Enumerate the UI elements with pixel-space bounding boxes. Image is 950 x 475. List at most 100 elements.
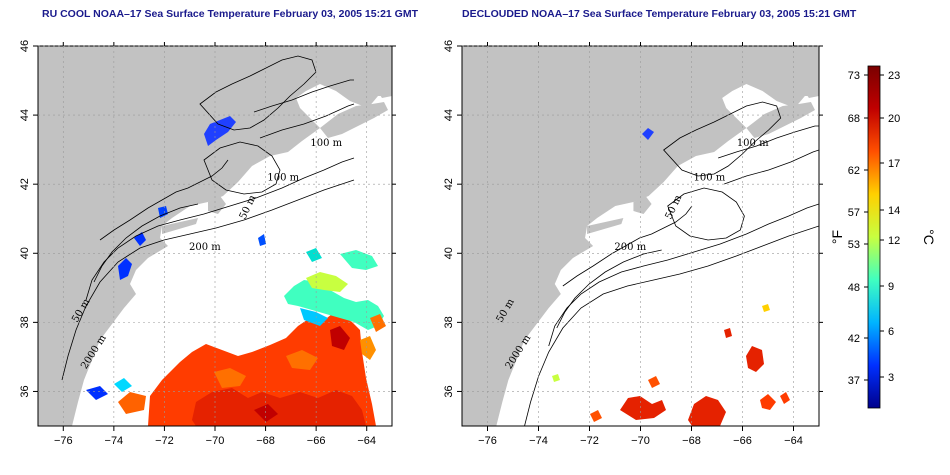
cbar-c-tick-label: 20 <box>888 113 900 125</box>
x-tick-label: −72 <box>155 435 174 447</box>
declouded-patch-8 <box>590 410 602 422</box>
cbar-f-tick-label: 57 <box>848 207 860 219</box>
colorbar-celsius-ticks: 23 20 17 14 12 9 6 3 <box>880 70 900 384</box>
y-tick-label: 38 <box>443 316 455 328</box>
right-map-land <box>462 46 819 426</box>
contour-label: 100 m <box>737 138 769 149</box>
contour-2000m <box>61 179 355 381</box>
left-sst-data <box>86 116 386 426</box>
left-map-land <box>38 46 392 426</box>
x-tick-label: −74 <box>105 435 124 447</box>
left-panel-title: RU COOL NOAA–17 Sea Surface Temperature … <box>42 8 419 20</box>
x-tick-label: −68 <box>256 435 275 447</box>
x-tick-label: −70 <box>631 435 650 447</box>
colorbar-fahrenheit-ticks: 73 68 62 57 53 48 42 37 <box>848 70 868 387</box>
right-map: −76 −74 −72 −70 −68 −66 −64 36 38 40 42 44 46 100 m 1… <box>443 40 823 447</box>
scotian-shelf-contour <box>718 125 819 159</box>
contour-2000m <box>524 225 819 426</box>
cbar-f-tick-label: 73 <box>848 70 860 82</box>
y-tick-label: 46 <box>19 40 31 52</box>
declouded-patch-yellow <box>552 374 560 382</box>
right-gridlines <box>462 45 819 426</box>
colorbar-fahrenheit-label: °F <box>829 230 845 244</box>
x-tick-label: −66 <box>307 435 326 447</box>
declouded-patch-5 <box>780 392 790 404</box>
contour-100m-coast <box>556 249 662 329</box>
colorbar-celsius-label: °C <box>921 229 937 245</box>
y-tick-label: 42 <box>443 178 455 190</box>
cbar-f-tick-label: 37 <box>848 375 860 387</box>
sst-patch-southern-warm <box>118 314 376 426</box>
contour-label: 200 m <box>189 242 221 253</box>
long-island <box>162 218 198 234</box>
cbar-c-tick-label: 12 <box>888 235 900 247</box>
declouded-patch-7 <box>648 376 660 388</box>
cbar-f-tick-label: 53 <box>848 239 860 251</box>
cbar-c-tick-label: 9 <box>888 281 894 293</box>
y-tick-label: 40 <box>443 247 455 259</box>
x-tick-label: −68 <box>682 435 701 447</box>
contour-label: 100 m <box>310 138 342 149</box>
cape-breton <box>374 82 392 98</box>
nova-scotia <box>320 102 388 138</box>
colorbar: 73 68 62 57 53 48 42 37 23 20 17 14 12 9 6 3 °F °C <box>829 65 937 409</box>
cbar-c-tick-label: 6 <box>888 326 894 338</box>
gulf-of-maine-contour <box>663 101 782 177</box>
scotian-shelf-contour <box>253 79 354 113</box>
x-tick-label: −76 <box>478 435 497 447</box>
cape-cod <box>633 196 652 214</box>
cbar-c-tick-label: 14 <box>888 205 900 217</box>
y-tick-label: 46 <box>443 40 455 52</box>
y-tick-label: 40 <box>19 247 31 259</box>
cbar-f-tick-label: 42 <box>848 333 860 345</box>
left-map: −76 −74 −72 −70 −68 −66 −64 36 38 40 42 44 46 100 m 1… <box>19 40 396 447</box>
x-tick-label: −70 <box>206 435 225 447</box>
y-tick-label: 44 <box>19 109 31 121</box>
contour-200m <box>85 157 355 301</box>
declouded-patch-4 <box>760 394 776 410</box>
contour-50m <box>99 159 229 241</box>
left-bathymetry-contours <box>61 55 355 381</box>
declouded-patch-1 <box>620 396 666 420</box>
sst-patch-mid-slope <box>284 248 386 332</box>
declouded-patch-cold <box>642 128 654 140</box>
right-panel-title: DECLOUDED NOAA–17 Sea Surface Temperatur… <box>462 8 857 20</box>
y-tick-label: 36 <box>19 385 31 397</box>
cbar-f-tick-label: 48 <box>848 282 860 294</box>
sst-patch-coastal-cold <box>86 116 266 400</box>
cbar-f-tick-label: 68 <box>848 113 860 125</box>
y-tick-label: 36 <box>443 385 455 397</box>
declouded-patch-6 <box>724 328 732 338</box>
cbar-c-tick-label: 3 <box>888 372 894 384</box>
y-tick-label: 38 <box>19 316 31 328</box>
right-axis-ticks: −76 −74 −72 −70 −68 −66 −64 36 38 40 42 44 46 <box>443 40 823 447</box>
north-american-landmass <box>462 46 819 426</box>
y-tick-label: 44 <box>443 109 455 121</box>
y-tick-label: 42 <box>19 178 31 190</box>
georges-bank-contour <box>203 141 281 195</box>
contour-label: 100 m <box>693 173 725 184</box>
x-tick-label: −72 <box>580 435 599 447</box>
cbar-f-tick-label: 62 <box>848 165 860 177</box>
contour-label: 100 m <box>267 173 299 184</box>
scotian-shelf-contour-2 <box>259 103 355 139</box>
declouded-patch-2 <box>688 396 726 426</box>
contour-100m-coast <box>93 203 199 283</box>
x-tick-label: −64 <box>357 435 376 447</box>
nova-scotia <box>746 102 815 138</box>
x-tick-label: −76 <box>54 435 73 447</box>
x-tick-label: −66 <box>733 435 752 447</box>
x-tick-label: −64 <box>784 435 803 447</box>
declouded-patch-warm-small <box>762 304 770 312</box>
left-axis-ticks: −76 −74 −72 −70 −68 −66 −64 36 38 40 42 44 46 <box>19 40 396 447</box>
cbar-c-tick-label: 17 <box>888 158 900 170</box>
cape-breton <box>800 82 819 98</box>
contour-label: 200 m <box>614 242 646 253</box>
right-sst-data <box>552 128 790 426</box>
x-tick-label: −74 <box>529 435 548 447</box>
long-island <box>587 218 624 234</box>
north-american-landmass <box>38 46 392 426</box>
declouded-patch-3 <box>746 346 764 372</box>
cape-cod <box>208 196 226 214</box>
